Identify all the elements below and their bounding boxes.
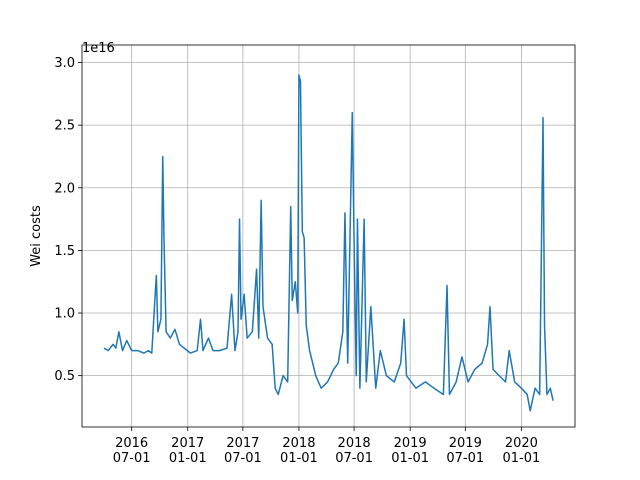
x-tick-label: 2016 07-01: [113, 436, 151, 466]
x-tick-label: 2019 01-01: [391, 436, 429, 466]
y-axis-label: Wei costs: [29, 205, 44, 267]
y-tick-label: 3.0: [54, 56, 75, 71]
x-tick-label: 2019 07-01: [446, 436, 484, 466]
x-tick-label: 2017 07-01: [224, 436, 262, 466]
y-tick-label: 2.0: [54, 181, 75, 196]
x-tick-label: 2020 01-01: [502, 436, 540, 466]
x-tick-label: 2018 07-01: [335, 436, 373, 466]
offset-label: 1e16: [82, 41, 115, 56]
data-line: [103, 74, 554, 412]
x-tick-label: 2017 01-01: [169, 436, 207, 466]
x-tick-label: 2018 01-01: [280, 436, 318, 466]
y-tick-label: 1.5: [54, 244, 75, 259]
y-tick-label: 0.5: [54, 369, 75, 384]
y-tick-label: 2.5: [54, 119, 75, 134]
axes-frame: [81, 44, 576, 428]
y-tick-label: 1.0: [54, 307, 75, 322]
